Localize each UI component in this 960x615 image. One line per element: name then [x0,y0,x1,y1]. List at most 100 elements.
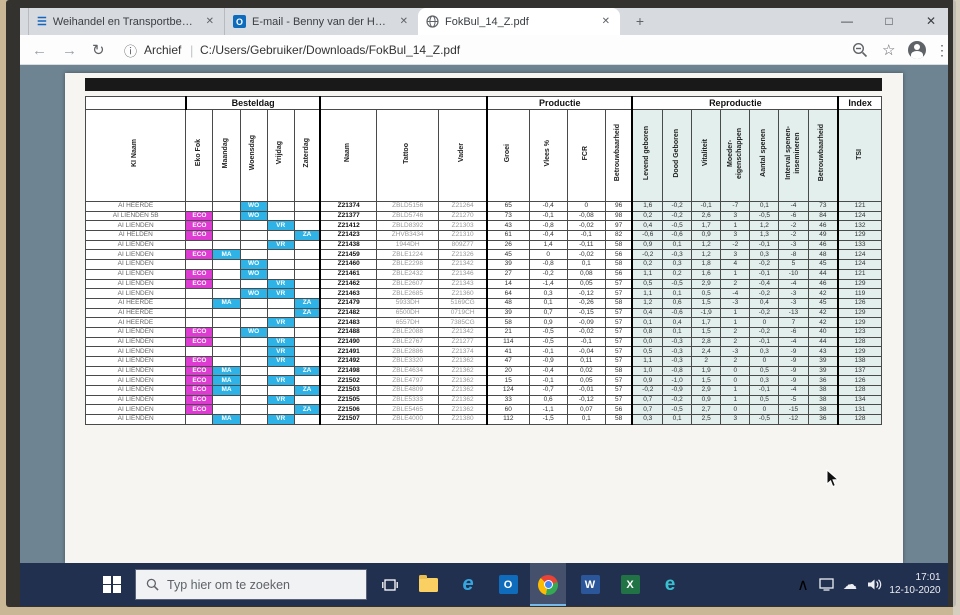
group-header: Besteldag [184,96,321,110]
menu-dots-icon[interactable]: ⋮ [935,41,948,58]
cell-levend-geboren: -0,2 [631,249,664,261]
tab-fokbul-pdf[interactable]: FokBul_14_Z.pdf ✕ [418,8,620,35]
cell-vrijdag: VR [266,220,295,232]
column-header-vitaliteit: Vitaliteit [691,109,722,202]
cell-naam: Z21488 [319,326,378,338]
tab-close-icon[interactable]: ✕ [601,16,610,27]
monitor-bezel-highlight [953,0,960,615]
cell-vader: Z21310 [438,230,488,241]
reload-icon[interactable]: ↻ [92,42,105,59]
chrome-button[interactable] [530,563,566,606]
cell-vader: Z21343 [438,278,488,290]
cell-tattoo: ZBLE4809 [376,385,440,396]
cell-vader: Z21303 [438,220,488,232]
mouse-cursor [826,469,839,488]
cell-vitaliteit: 1,5 [691,375,722,387]
action-center-button[interactable] [946,563,948,606]
window-close-button[interactable]: ✕ [925,14,937,28]
cell-levend-geboren: 1,1 [631,356,664,367]
bookmark-star-icon[interactable]: ☆ [882,42,896,59]
volume-icon[interactable] [862,563,886,606]
back-icon[interactable]: ← [32,41,47,59]
cell-eko-fok: ECO [185,278,214,290]
cell-zaterdag [293,210,321,222]
cell-aantal-spenen: -0,5 [749,210,780,222]
cell-betrouwbaarheid-repro: 36 [807,414,839,425]
cell-tattoo: ZBLD8392 [376,220,440,232]
internet-explorer-button[interactable]: e [450,563,486,606]
cell-groei: 26 [485,239,530,251]
cell-interval-spenen-insemineren: -9 [778,375,809,387]
onedrive-cloud-icon[interactable]: ☁ [843,576,857,592]
outlook-icon: O [498,575,518,594]
tray-chevron-icon[interactable]: ∧ [797,576,809,594]
address-url[interactable]: C:/Users/Gebruiker/Downloads/FokBul_14_Z… [200,43,461,57]
cell-tsi: 128 [837,414,883,425]
new-tab-button[interactable]: + [635,13,645,29]
cell-moeder-eigenschappen: 4 [720,259,751,270]
table-row: AI LIENDEN ECO WO Z21461 ZBLE2432 Z21346 27 -0,… [84,268,883,280]
table-row: AI LIENDEN ECO VR Z21490 ZBLE2767 Z21277 114 -0… [84,336,883,348]
taskbar-clock[interactable]: 17:01 12-10-2020 [886,563,944,606]
task-view-button[interactable] [372,563,408,606]
profile-avatar[interactable] [908,35,926,65]
cell-maandag: MA [212,385,241,396]
cell-tattoo: ZBLE2298 [376,259,440,270]
cell-fcr: -0,02 [566,249,606,261]
info-icon[interactable]: ⓘ [124,43,138,59]
edge-button[interactable]: e [652,563,688,606]
pdf-page: Besteldag Productie Reproductie Index KI Naa… [65,73,903,563]
cell-betrouwbaarheid-prod: 57 [604,394,633,406]
start-button[interactable] [92,563,132,606]
cell-levend-geboren: 0,5 [631,346,664,357]
pdf-viewer-area[interactable]: Besteldag Productie Reproductie Index KI Naa… [20,65,948,563]
cell-groei: 73 [485,210,530,222]
taskbar-search-input[interactable]: Typ hier om te zoeken [135,569,367,600]
table-row: AI LIENDEN ECO VR Z21412 ZBLD8392 Z21303 43 -0,… [84,220,883,232]
zoom-out-icon[interactable] [852,35,868,65]
cell-tattoo: 6500DH [376,307,440,319]
cell-maandag [212,307,241,319]
cell-aantal-spenen: 0 [749,317,780,328]
cell-zaterdag [293,356,321,367]
cell-groei: 60 [485,404,530,416]
window-maximize-button[interactable]: □ [885,14,893,28]
file-explorer-button[interactable] [410,563,446,606]
cell-vrijdag [266,249,295,261]
cell-eko-fok [185,346,214,357]
tab-title: E-mail - Benny van der Heijden [252,15,392,28]
cell-zaterdag [293,268,321,280]
tab-email[interactable]: O E-mail - Benny van der Heijden ✕ [224,8,418,35]
cell-vitaliteit: 1,2 [691,249,722,261]
cell-tsi: 137 [837,365,883,377]
outlook-button[interactable]: O [490,563,526,606]
table-row: AI LIENDEN ECO VR Z21462 ZBLE2607 Z21343 14 -1,… [84,278,883,290]
cell-tattoo: ZBLE2886 [376,346,440,357]
excel-button[interactable]: X [612,563,648,606]
cell-zaterdag: ZA [293,385,321,396]
word-button[interactable]: W [572,563,608,606]
cell-fcr: -0,01 [566,385,606,396]
cell-maandag [212,346,241,357]
cell-woensdag [239,297,268,309]
cell-vrijdag [266,326,295,338]
cell-vitaliteit: 2,5 [691,414,722,425]
cell-vitaliteit: 1,5 [691,297,722,309]
cell-vrijdag [266,307,295,319]
cell-betrouwbaarheid-prod: 58 [604,297,633,309]
forward-icon[interactable]: → [62,41,77,59]
tab-close-icon[interactable]: ✕ [205,16,214,27]
cell-betrouwbaarheid-prod: 58 [604,239,633,251]
tab-weihandel[interactable]: ☰ Weihandel en Transportbedrijf V ✕ [28,8,224,35]
window-minimize-button[interactable]: — [841,14,853,28]
cell-dood-geboren: 0,1 [662,326,693,338]
cell-vader: Z21362 [438,385,488,396]
cell-vlees: 0,6 [528,394,568,406]
cell-betrouwbaarheid-repro: 73 [807,201,839,212]
tab-close-icon[interactable]: ✕ [399,16,408,27]
cell-interval-spenen-insemineren: -3 [778,297,809,309]
clock-date: 12-10-2020 [889,584,941,596]
network-icon[interactable] [814,563,838,606]
cell-maandag [212,259,241,270]
cell-interval-spenen-insemineren: -2 [778,220,809,232]
